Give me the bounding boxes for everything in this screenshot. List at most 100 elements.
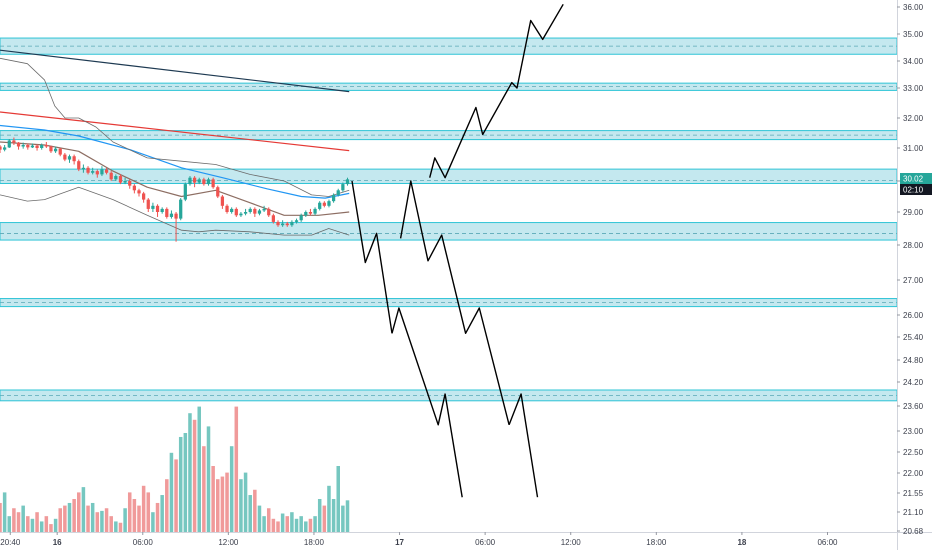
series-line-3: [0, 141, 350, 216]
zone-4: [0, 222, 898, 241]
price-tick-label-13: 24.20: [903, 378, 924, 387]
price-tick-label-7: 29.00: [903, 208, 924, 217]
volume-bar-46: [211, 466, 215, 532]
volume-bar-40: [183, 433, 188, 532]
price-tick-label-15: 23.00: [903, 427, 924, 436]
price-tick-label-5: 31.00: [903, 144, 924, 153]
last-price-tag: [900, 173, 932, 184]
volume-bar-49: [225, 472, 229, 532]
price-tick-label-16: 22.50: [903, 448, 924, 457]
volume-bar-5: [21, 505, 25, 532]
price-axis[interactable]: 36.0035.0034.0033.0032.0031.0030.0029.00…: [897, 3, 924, 536]
volume-bar-29: [132, 499, 137, 532]
time-tick-label-4: 18:00: [304, 538, 325, 547]
candle-body-68: [313, 208, 317, 214]
candle-body-37: [169, 213, 174, 217]
candle-body-31: [142, 193, 146, 200]
candle-body-22: [100, 169, 104, 175]
series-line-6: [351, 180, 393, 334]
volume-bar-2: [7, 516, 12, 532]
candle-body-48: [220, 196, 225, 206]
volume-bar-28: [127, 492, 132, 532]
candle-body-25: [114, 176, 118, 180]
series-line-9: [508, 393, 539, 498]
candle-body-5: [21, 145, 25, 147]
candle-body-35: [160, 208, 164, 212]
volume-bar-16: [72, 499, 76, 532]
volume-bar-21: [95, 512, 100, 532]
axis-corner: [898, 533, 932, 550]
candle-body-72: [331, 194, 336, 202]
volume-bar-41: [188, 413, 192, 532]
candle-body-11: [49, 146, 53, 152]
volume-bar-13: [58, 508, 62, 532]
candle-body-12: [53, 148, 58, 152]
volume-bar-58: [266, 508, 271, 532]
price-tick-label-12: 24.80: [903, 356, 924, 365]
candle-body-71: [327, 201, 331, 206]
candle-body-28: [128, 181, 132, 186]
volume-bar-38: [174, 459, 178, 532]
volume-bar-4: [16, 512, 21, 532]
volume-bar-74: [341, 505, 345, 532]
volume-bar-53: [243, 472, 248, 532]
candle-body-15: [67, 156, 72, 160]
candle-body-26: [118, 176, 123, 183]
volume-histogram: [0, 406, 350, 532]
time-tick-label-7: 12:00: [561, 538, 582, 547]
series-line-1: [0, 111, 350, 152]
candle-body-46: [211, 179, 215, 188]
series-line-8: [399, 180, 510, 425]
candle-body-41: [188, 177, 192, 185]
volume-bar-10: [44, 516, 49, 532]
candle-body-0: [0, 146, 2, 150]
series-line-4: [0, 57, 350, 197]
volume-bar-30: [137, 505, 141, 532]
candle-body-34: [155, 205, 160, 212]
volume-bar-1: [2, 492, 7, 532]
volume-bar-34: [155, 502, 160, 532]
volume-bar-18: [81, 487, 86, 532]
candle-body-10: [44, 145, 48, 147]
candle-body-62: [285, 223, 289, 226]
price-tick-label-14: 23.60: [903, 402, 924, 411]
candle-body-65: [299, 215, 303, 221]
volume-bar-44: [202, 446, 206, 532]
candle-body-36: [165, 208, 169, 217]
volume-bar-8: [35, 512, 39, 532]
time-axis[interactable]: 20:40 16 06:00 12:00 18:00 17 06:00 12:00 18:00 1…: [0, 532, 838, 547]
price-tick-label-4: 32.00: [903, 114, 924, 123]
candle-body-16: [72, 156, 76, 162]
candle-body-8: [35, 145, 39, 148]
last-price-label: 30.02 02:10: [900, 173, 932, 195]
volume-bar-69: [317, 499, 322, 532]
volume-bar-22: [100, 510, 104, 532]
volume-bar-23: [104, 508, 109, 532]
time-tick-label-2: 06:00: [133, 538, 154, 547]
candle-body-20: [91, 171, 95, 173]
volume-bar-54: [248, 495, 252, 532]
volume-bar-31: [141, 485, 146, 532]
price-tick-label-2: 34.00: [903, 57, 924, 66]
candle-body-1: [3, 147, 7, 150]
candle-body-53: [243, 212, 248, 214]
volume-bar-26: [118, 522, 123, 532]
candle-body-52: [239, 213, 243, 216]
volume-bar-33: [151, 512, 155, 532]
candle-body-50: [230, 208, 234, 212]
candle-body-18: [81, 167, 86, 170]
candle-body-66: [304, 212, 308, 216]
price-tick-label-17: 22.00: [903, 469, 924, 478]
candle-body-64: [294, 220, 299, 222]
volume-bar-43: [197, 406, 201, 532]
countdown-tag: [900, 184, 932, 195]
series-line-2: [0, 124, 350, 199]
countdown-value: 02:10: [903, 186, 924, 195]
volume-bar-36: [165, 479, 169, 532]
price-tick-label-18: 21.55: [903, 489, 924, 498]
price-tick-label-3: 33.00: [903, 84, 924, 93]
last-price-value: 30.02: [903, 175, 924, 184]
volume-bar-35: [160, 495, 164, 532]
volume-bar-51: [234, 406, 239, 532]
